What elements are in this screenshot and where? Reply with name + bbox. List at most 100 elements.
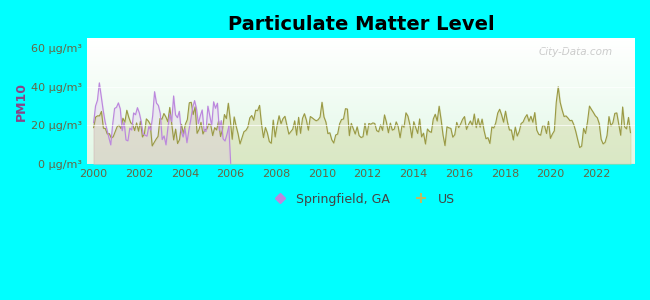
Bar: [86, 75, 635, 76]
Bar: [86, 99, 635, 100]
Bar: [86, 130, 635, 131]
Bar: [86, 138, 635, 139]
Bar: [86, 53, 635, 55]
Bar: [86, 104, 635, 105]
Bar: [86, 139, 635, 140]
Bar: [86, 94, 635, 95]
Bar: [86, 106, 635, 108]
Bar: [86, 47, 635, 48]
Bar: [86, 46, 635, 47]
Bar: [86, 68, 635, 70]
Bar: [86, 71, 635, 72]
Bar: [86, 111, 635, 112]
Bar: [86, 110, 635, 111]
Bar: [86, 145, 635, 147]
Bar: [86, 82, 635, 84]
Bar: [86, 41, 635, 42]
Bar: [86, 119, 635, 120]
Bar: [86, 131, 635, 133]
Bar: [86, 152, 635, 153]
Bar: [86, 42, 635, 44]
Bar: [86, 90, 635, 91]
Bar: [86, 105, 635, 106]
Bar: [86, 38, 635, 40]
Title: Particulate Matter Level: Particulate Matter Level: [227, 15, 494, 34]
Bar: [86, 79, 635, 80]
Bar: [86, 74, 635, 75]
Bar: [86, 98, 635, 99]
Bar: [86, 136, 635, 138]
Legend: Springfield, GA, US: Springfield, GA, US: [262, 188, 460, 211]
Bar: [86, 140, 635, 142]
Bar: [86, 116, 635, 118]
Bar: [86, 76, 635, 77]
Bar: [86, 86, 635, 87]
Bar: [86, 120, 635, 122]
Bar: [86, 115, 635, 116]
Bar: [86, 154, 635, 155]
Bar: [86, 67, 635, 68]
Bar: [86, 91, 635, 92]
Bar: [86, 163, 635, 164]
Bar: [86, 84, 635, 85]
Bar: [86, 87, 635, 89]
Bar: [86, 142, 635, 143]
Bar: [86, 55, 635, 56]
Bar: [86, 48, 635, 50]
Bar: [86, 66, 635, 67]
Bar: [86, 44, 635, 45]
Bar: [86, 118, 635, 119]
Bar: [86, 60, 635, 61]
Bar: [86, 52, 635, 53]
Bar: [86, 114, 635, 115]
Bar: [86, 159, 635, 160]
Bar: [86, 45, 635, 46]
Bar: [86, 57, 635, 59]
Bar: [86, 85, 635, 86]
Bar: [86, 77, 635, 79]
Bar: [86, 62, 635, 64]
Y-axis label: PM10: PM10: [15, 82, 28, 121]
Bar: [86, 129, 635, 130]
Bar: [86, 125, 635, 127]
Bar: [86, 81, 635, 82]
Bar: [86, 153, 635, 154]
Bar: [86, 147, 635, 148]
Bar: [86, 72, 635, 74]
Bar: [86, 134, 635, 135]
Text: City-Data.com: City-Data.com: [539, 47, 613, 57]
Bar: [86, 144, 635, 145]
Bar: [86, 160, 635, 162]
Bar: [86, 65, 635, 66]
Bar: [86, 162, 635, 163]
Bar: [86, 101, 635, 103]
Bar: [86, 40, 635, 41]
Bar: [86, 80, 635, 81]
Bar: [86, 143, 635, 144]
Bar: [86, 70, 635, 71]
Bar: [86, 127, 635, 128]
Bar: [86, 56, 635, 57]
Bar: [86, 95, 635, 96]
Bar: [86, 92, 635, 94]
Bar: [86, 124, 635, 125]
Bar: [86, 100, 635, 101]
Bar: [86, 51, 635, 52]
Bar: [86, 158, 635, 159]
Bar: [86, 89, 635, 90]
Bar: [86, 150, 635, 152]
Bar: [86, 112, 635, 114]
Bar: [86, 155, 635, 157]
Bar: [86, 58, 635, 60]
Bar: [86, 64, 635, 65]
Bar: [86, 61, 635, 62]
Bar: [86, 128, 635, 129]
Bar: [86, 109, 635, 110]
Bar: [86, 96, 635, 98]
Bar: [86, 149, 635, 150]
Bar: [86, 103, 635, 104]
Bar: [86, 148, 635, 149]
Bar: [86, 108, 635, 109]
Bar: [86, 50, 635, 51]
Bar: [86, 122, 635, 123]
